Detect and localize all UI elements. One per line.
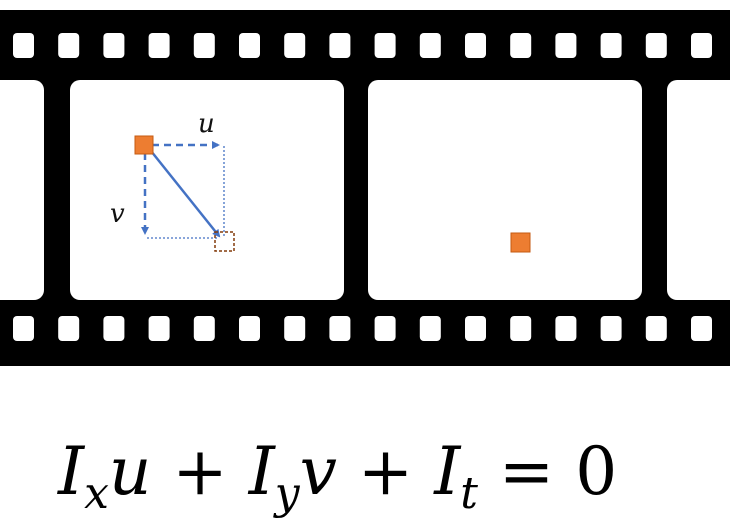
sprocket-hole: [510, 33, 532, 58]
eq-zero: 0: [575, 433, 617, 510]
sprocket-hole: [465, 33, 486, 58]
eq-I-t: I: [433, 433, 462, 510]
pixel-square-moved-outline: [214, 231, 235, 252]
sprocket-hole: [148, 316, 170, 341]
frame-2: [368, 80, 642, 300]
eq-v: v: [300, 433, 337, 510]
sprocket-hole: [239, 33, 260, 58]
sprocket-hole: [600, 316, 622, 341]
eq-I-x: I: [57, 433, 86, 510]
sprocket-hole: [374, 316, 396, 341]
v-label: v: [110, 199, 125, 229]
eq-plus-1: +: [151, 433, 248, 510]
pixel-square-next-frame: [510, 232, 531, 253]
sprocket-hole: [103, 316, 125, 341]
sprocket-hole: [148, 33, 170, 58]
sprocket-hole: [374, 33, 396, 58]
sprocket-hole: [58, 316, 80, 341]
sprocket-hole: [13, 33, 34, 58]
sprocket-hole: [600, 33, 622, 58]
eq-sub-y: y: [273, 468, 301, 519]
sprocket-hole: [645, 316, 667, 341]
sprocket-holes-top: [13, 33, 712, 58]
sprocket-hole: [465, 316, 486, 341]
sprocket-hole: [329, 33, 351, 58]
sprocket-hole: [419, 316, 441, 341]
sprocket-hole: [284, 33, 306, 58]
sprocket-holes-bottom: [13, 316, 712, 341]
optical-flow-equation: Ixu + Iyv + It = 0: [57, 433, 617, 519]
eq-u: u: [109, 433, 152, 510]
sprocket-hole: [58, 33, 80, 58]
eq-sub-t: t: [460, 468, 478, 519]
film-strip: [0, 10, 730, 366]
pixel-square-original: [134, 135, 154, 155]
sprocket-hole: [13, 316, 34, 341]
displacement-arrow: [150, 150, 221, 238]
sprocket-hole: [691, 33, 712, 58]
frame-right-partial: [667, 80, 730, 300]
frame-1: [70, 80, 344, 300]
sprocket-hole: [510, 316, 532, 341]
eq-equals: =: [478, 433, 575, 510]
sprocket-hole: [284, 316, 306, 341]
sprocket-hole: [419, 33, 441, 58]
u-label: u: [198, 109, 215, 139]
frame-left-partial: [0, 80, 44, 300]
sprocket-hole: [193, 33, 215, 58]
sprocket-hole: [193, 316, 215, 341]
motion-vector-diagram: u v: [110, 109, 235, 252]
eq-sub-x: x: [84, 468, 109, 519]
eq-I-y: I: [248, 433, 277, 510]
eq-plus-2: +: [337, 433, 434, 510]
sprocket-hole: [691, 316, 712, 341]
sprocket-hole: [555, 33, 577, 58]
sprocket-hole: [555, 316, 577, 341]
sprocket-hole: [103, 33, 125, 58]
sprocket-hole: [329, 316, 351, 341]
sprocket-hole: [645, 33, 667, 58]
sprocket-hole: [239, 316, 260, 341]
